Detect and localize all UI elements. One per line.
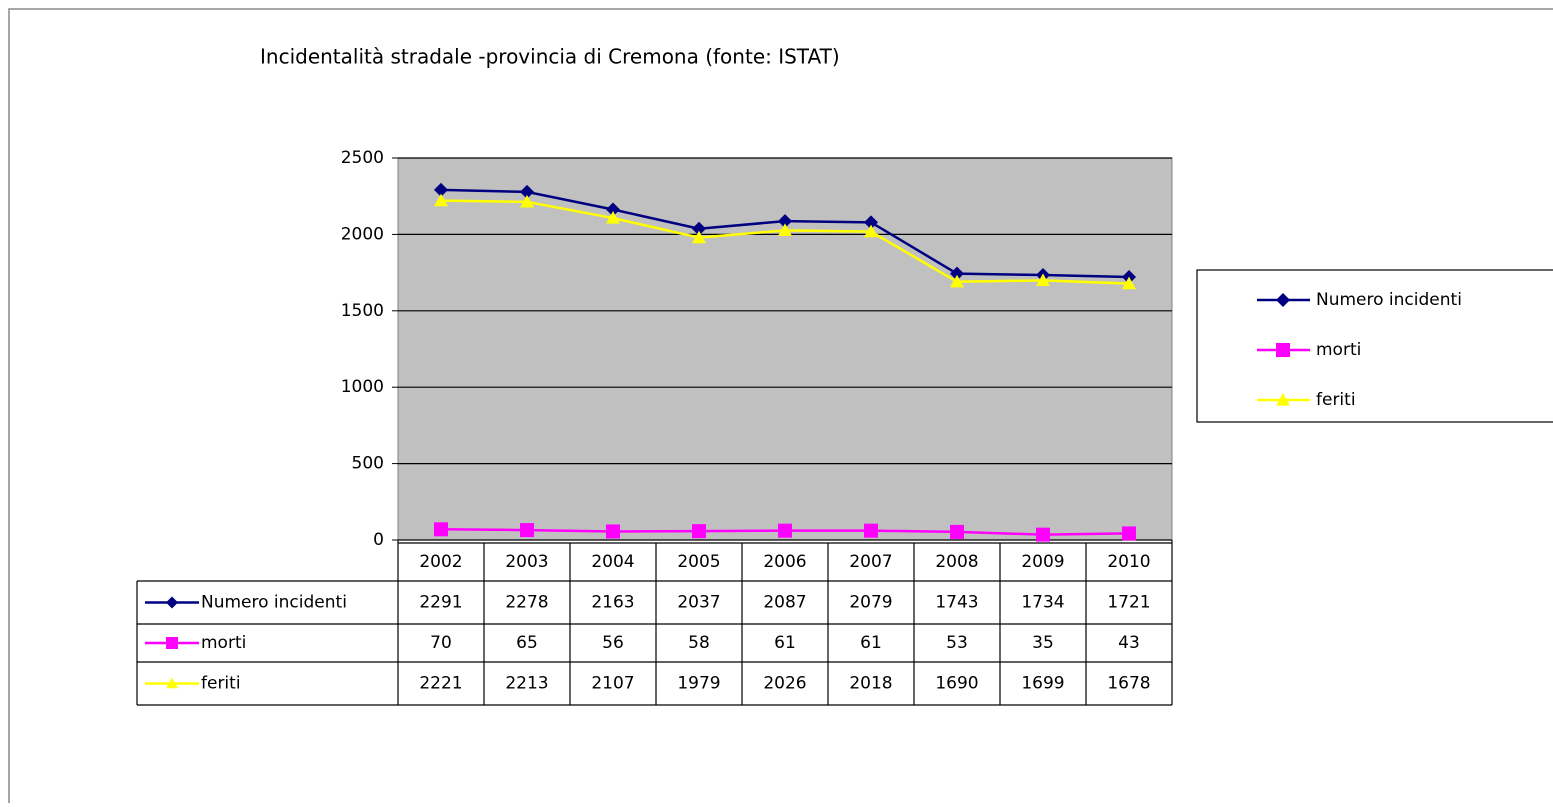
table-cell: 2026 bbox=[763, 674, 806, 694]
data-point bbox=[864, 215, 878, 230]
table-cell: 2221 bbox=[419, 674, 462, 694]
legend-label: Numero incidenti bbox=[1316, 290, 1462, 310]
data-point bbox=[1122, 276, 1136, 290]
data-point bbox=[864, 224, 878, 238]
chart-title: Incidentalità stradale -provincia di Cre… bbox=[260, 45, 840, 69]
table-row-label: morti bbox=[201, 633, 246, 653]
data-point bbox=[950, 274, 964, 288]
table-cell: 1734 bbox=[1021, 593, 1064, 613]
y-tick-label: 500 bbox=[352, 454, 384, 474]
y-tick-label: 2500 bbox=[341, 148, 384, 168]
x-tick-label: 2004 bbox=[591, 552, 634, 572]
table-cell: 2163 bbox=[591, 593, 634, 613]
x-tick-label: 2008 bbox=[935, 552, 978, 572]
table-cell: 56 bbox=[602, 633, 624, 653]
legend-marker bbox=[1276, 293, 1290, 307]
data-point bbox=[864, 523, 878, 538]
data-point bbox=[1122, 526, 1136, 541]
data-point bbox=[520, 523, 534, 538]
legend-label: morti bbox=[1316, 340, 1361, 360]
data-point bbox=[434, 522, 448, 537]
y-tick-label: 2000 bbox=[341, 224, 384, 244]
legend-label: feriti bbox=[1316, 390, 1356, 410]
x-tick-label: 2005 bbox=[677, 552, 720, 572]
data-point bbox=[1036, 527, 1050, 542]
table-cell: 58 bbox=[688, 633, 710, 653]
x-tick-label: 2009 bbox=[1021, 552, 1064, 572]
table-cell: 1690 bbox=[935, 674, 978, 694]
data-point bbox=[950, 524, 964, 539]
x-tick-label: 2010 bbox=[1107, 552, 1150, 572]
data-point bbox=[778, 223, 792, 237]
data-point bbox=[520, 184, 534, 199]
data-point bbox=[778, 214, 792, 229]
data-point bbox=[606, 211, 620, 224]
table-legend-marker bbox=[166, 596, 178, 609]
table-cell: 61 bbox=[860, 633, 882, 653]
table-cell: 2037 bbox=[677, 593, 720, 613]
x-tick-label: 2002 bbox=[419, 552, 462, 572]
data-point bbox=[434, 193, 448, 207]
data-point bbox=[778, 523, 792, 538]
data-point bbox=[520, 194, 534, 208]
legend-box bbox=[1196, 269, 1553, 423]
table-cell: 2291 bbox=[419, 593, 462, 613]
table-cell: 53 bbox=[946, 633, 968, 653]
table-cell: 1699 bbox=[1021, 674, 1064, 694]
data-point bbox=[950, 266, 964, 281]
x-tick-label: 2007 bbox=[849, 552, 892, 572]
table-cell: 35 bbox=[1032, 633, 1054, 653]
legend-marker bbox=[1276, 393, 1290, 406]
x-tick-label: 2006 bbox=[763, 552, 806, 572]
data-point bbox=[692, 524, 706, 539]
table-cell: 43 bbox=[1118, 633, 1140, 653]
y-tick-label: 0 bbox=[373, 530, 384, 550]
table-row-label: Numero incidenti bbox=[201, 593, 347, 613]
table-legend-marker bbox=[166, 637, 178, 649]
data-point bbox=[692, 221, 706, 236]
table-cell: 70 bbox=[430, 633, 452, 653]
table-cell: 2079 bbox=[849, 593, 892, 613]
table-cell: 2107 bbox=[591, 674, 634, 694]
table-cell: 2018 bbox=[849, 674, 892, 694]
table-cell: 1721 bbox=[1107, 593, 1150, 613]
data-point bbox=[606, 524, 620, 539]
data-point bbox=[692, 230, 706, 244]
table-row-label: feriti bbox=[201, 674, 241, 694]
table-cell: 65 bbox=[516, 633, 538, 653]
table-cell: 2278 bbox=[505, 593, 548, 613]
table-legend-marker bbox=[166, 677, 178, 689]
table-cell: 1743 bbox=[935, 593, 978, 613]
data-point bbox=[1036, 273, 1050, 286]
table-cell: 2213 bbox=[505, 674, 548, 694]
x-tick-label: 2003 bbox=[505, 552, 548, 572]
data-point bbox=[434, 182, 448, 197]
table-cell: 61 bbox=[774, 633, 796, 653]
table-cell: 1678 bbox=[1107, 674, 1150, 694]
legend-marker bbox=[1276, 343, 1290, 357]
data-point bbox=[606, 202, 620, 217]
table-cell: 2087 bbox=[763, 593, 806, 613]
table-cell: 1979 bbox=[677, 674, 720, 694]
y-tick-label: 1500 bbox=[341, 301, 384, 321]
y-tick-label: 1000 bbox=[341, 377, 384, 397]
